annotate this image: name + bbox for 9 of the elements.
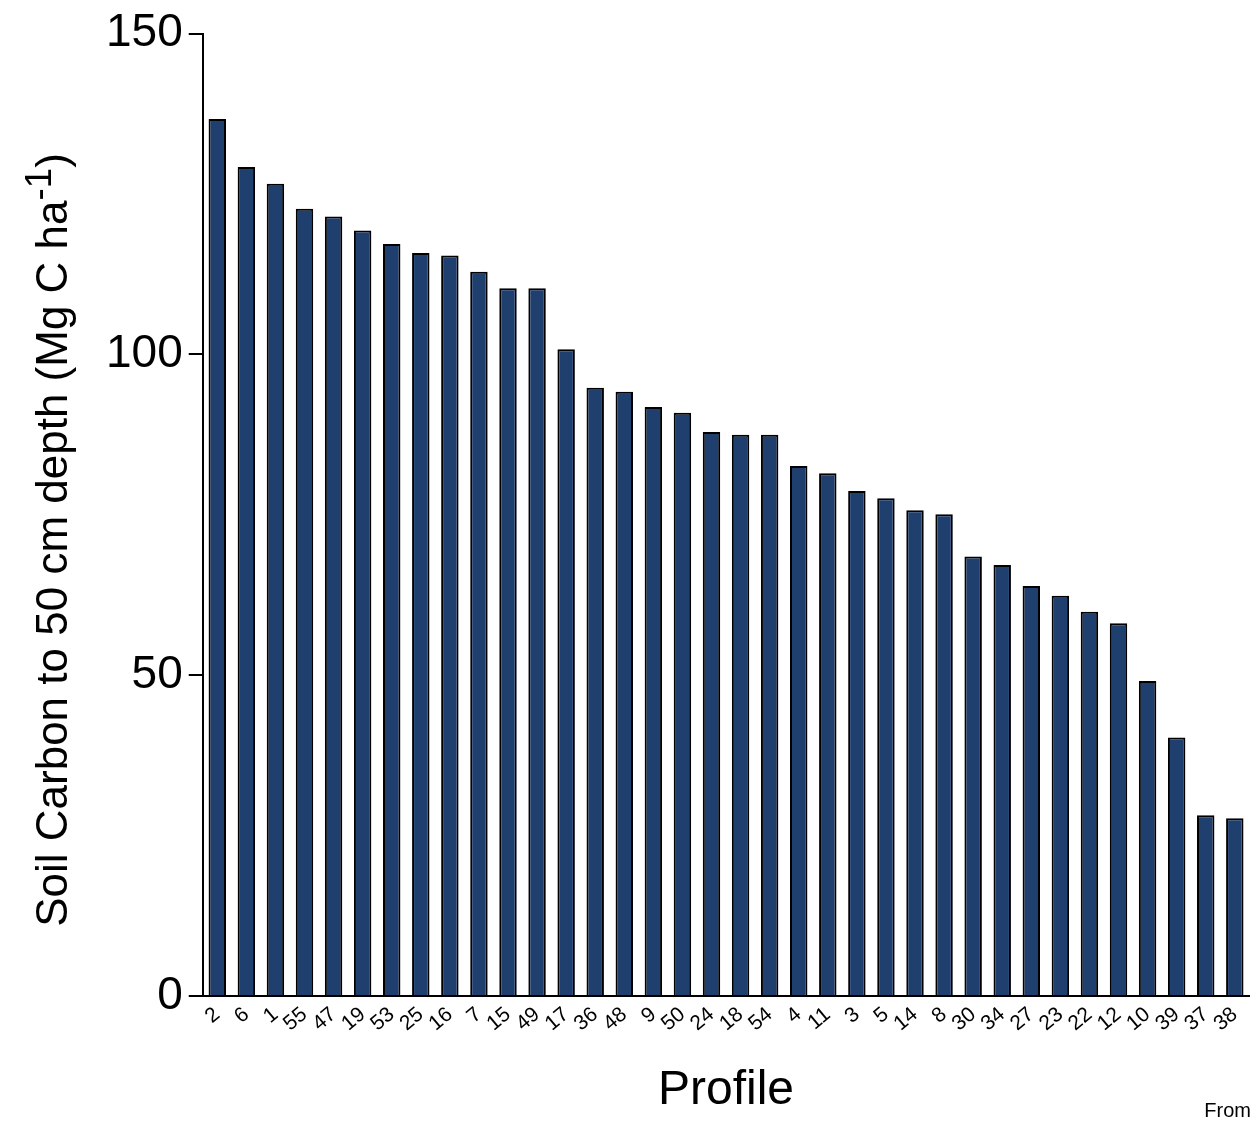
text: From: [1204, 1099, 1251, 1122]
x-axis-title: Profile: [658, 1061, 795, 1115]
y-tick-label: 100: [106, 325, 183, 378]
y-tick-label: 50: [131, 645, 183, 698]
x-tick-label: 3: [839, 1001, 864, 1027]
y-tick-label: 0: [157, 966, 183, 1019]
x-tick-label: 2: [199, 1001, 224, 1027]
y-tick-label: 150: [106, 4, 183, 57]
x-tick-label: 6: [228, 1001, 253, 1027]
